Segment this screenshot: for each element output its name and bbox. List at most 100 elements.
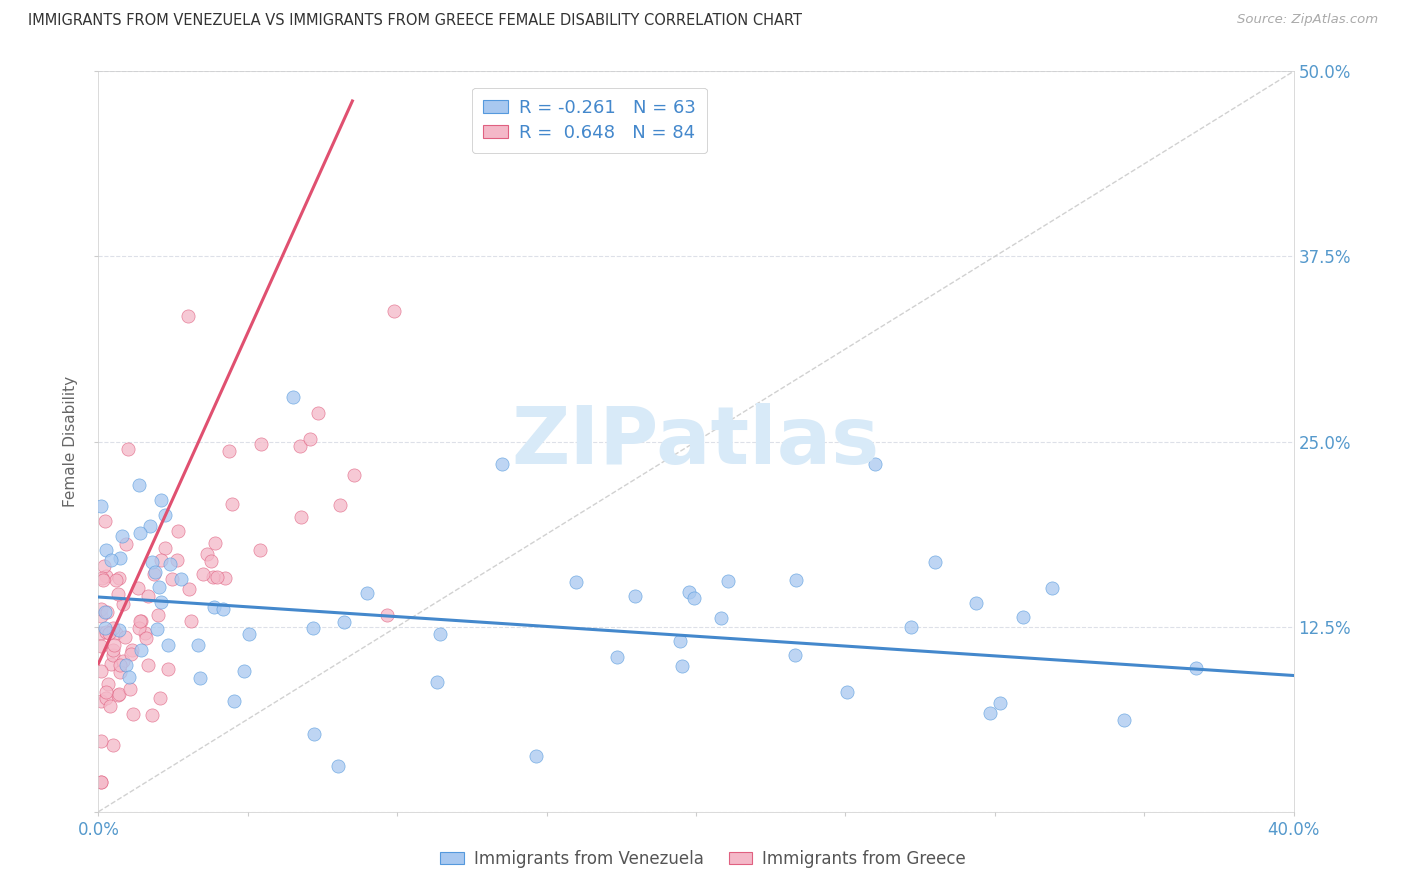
Point xyxy=(307,406,329,420)
Point xyxy=(111,529,134,543)
Point xyxy=(94,542,117,557)
Point xyxy=(153,541,176,556)
Point xyxy=(131,642,153,657)
Point xyxy=(115,658,138,673)
Point xyxy=(90,626,112,640)
Point xyxy=(90,639,112,653)
Text: Source: ZipAtlas.com: Source: ZipAtlas.com xyxy=(1237,13,1378,27)
Point xyxy=(129,525,152,540)
Point xyxy=(202,570,225,584)
Point xyxy=(114,630,136,644)
Point xyxy=(93,621,115,635)
Point xyxy=(90,609,112,624)
Point xyxy=(835,685,858,699)
Point xyxy=(128,621,150,635)
Point xyxy=(783,648,806,663)
Point xyxy=(148,581,170,595)
Point xyxy=(104,573,127,587)
Point xyxy=(162,572,184,586)
Point xyxy=(1184,661,1206,675)
Point xyxy=(117,442,139,456)
Point xyxy=(90,775,112,789)
Point xyxy=(93,573,115,587)
Point xyxy=(156,638,179,652)
Point xyxy=(785,573,807,587)
Point xyxy=(141,707,163,722)
Point xyxy=(138,657,160,672)
Point xyxy=(96,569,118,583)
Point xyxy=(177,309,200,323)
Point xyxy=(97,626,120,640)
Point xyxy=(128,614,150,628)
Point xyxy=(149,553,172,567)
Point xyxy=(281,390,304,404)
Point xyxy=(302,727,325,741)
Point xyxy=(186,638,208,652)
Point xyxy=(107,571,129,585)
Point xyxy=(118,681,141,696)
Point xyxy=(200,554,222,568)
Point xyxy=(101,642,124,657)
Point xyxy=(299,432,322,446)
Legend: R = -0.261   N = 63, R =  0.648   N = 84: R = -0.261 N = 63, R = 0.648 N = 84 xyxy=(472,87,707,153)
Point xyxy=(121,643,143,657)
Point xyxy=(94,606,117,620)
Point xyxy=(93,558,115,573)
Point xyxy=(167,524,190,538)
Point xyxy=(900,620,922,634)
Point xyxy=(180,614,202,628)
Point xyxy=(90,775,112,789)
Point xyxy=(108,687,131,701)
Point xyxy=(249,542,271,557)
Point xyxy=(141,555,163,569)
Point xyxy=(101,621,124,635)
Point xyxy=(250,436,273,450)
Legend: Immigrants from Venezuela, Immigrants from Greece: Immigrants from Venezuela, Immigrants fr… xyxy=(433,844,973,875)
Point xyxy=(384,304,406,318)
Point xyxy=(375,608,398,623)
Point xyxy=(988,696,1011,710)
Point xyxy=(717,574,740,588)
Point xyxy=(678,585,700,599)
Point xyxy=(143,566,166,580)
Point xyxy=(112,597,135,611)
Point xyxy=(134,626,156,640)
Point xyxy=(166,553,188,567)
Point xyxy=(159,557,181,571)
Point xyxy=(118,669,141,683)
Point xyxy=(149,493,172,508)
Point xyxy=(238,627,260,641)
Point xyxy=(90,665,112,679)
Point xyxy=(121,707,143,722)
Point xyxy=(90,500,112,514)
Point xyxy=(343,467,366,482)
Point xyxy=(624,589,647,603)
Point xyxy=(138,589,160,603)
Point xyxy=(177,582,200,597)
Point xyxy=(288,439,311,453)
Point xyxy=(90,571,112,585)
Point xyxy=(94,514,117,528)
Point xyxy=(90,693,112,707)
Point xyxy=(356,585,378,599)
Point xyxy=(94,684,117,698)
Point xyxy=(526,749,548,764)
Point xyxy=(671,659,693,673)
Point xyxy=(107,689,129,703)
Point xyxy=(1011,610,1033,624)
Point xyxy=(120,647,142,661)
Point xyxy=(107,586,129,600)
Point xyxy=(135,631,157,645)
Text: ZIPatlas: ZIPatlas xyxy=(512,402,880,481)
Point xyxy=(333,615,356,630)
Point xyxy=(127,581,149,595)
Point xyxy=(205,570,228,584)
Point xyxy=(148,608,170,623)
Point xyxy=(924,555,946,569)
Point xyxy=(153,508,176,522)
Point xyxy=(90,734,112,748)
Point xyxy=(221,497,243,511)
Point xyxy=(103,638,125,652)
Point xyxy=(565,575,588,590)
Point xyxy=(302,621,325,635)
